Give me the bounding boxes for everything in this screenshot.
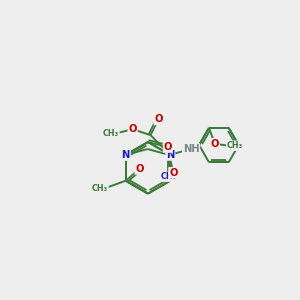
Text: O: O — [135, 164, 144, 174]
Text: O: O — [211, 139, 219, 149]
Text: O: O — [154, 114, 163, 124]
Text: CH₃: CH₃ — [226, 141, 243, 150]
Text: CH₃: CH₃ — [103, 129, 119, 138]
Text: O: O — [128, 124, 137, 134]
Text: N: N — [122, 150, 130, 160]
Text: NH: NH — [183, 144, 200, 154]
Text: O: O — [169, 168, 178, 178]
Text: CH₃: CH₃ — [160, 172, 176, 181]
Text: CH₃: CH₃ — [92, 184, 108, 193]
Text: N: N — [166, 150, 175, 160]
Text: N: N — [122, 150, 130, 160]
Text: O: O — [164, 142, 172, 152]
